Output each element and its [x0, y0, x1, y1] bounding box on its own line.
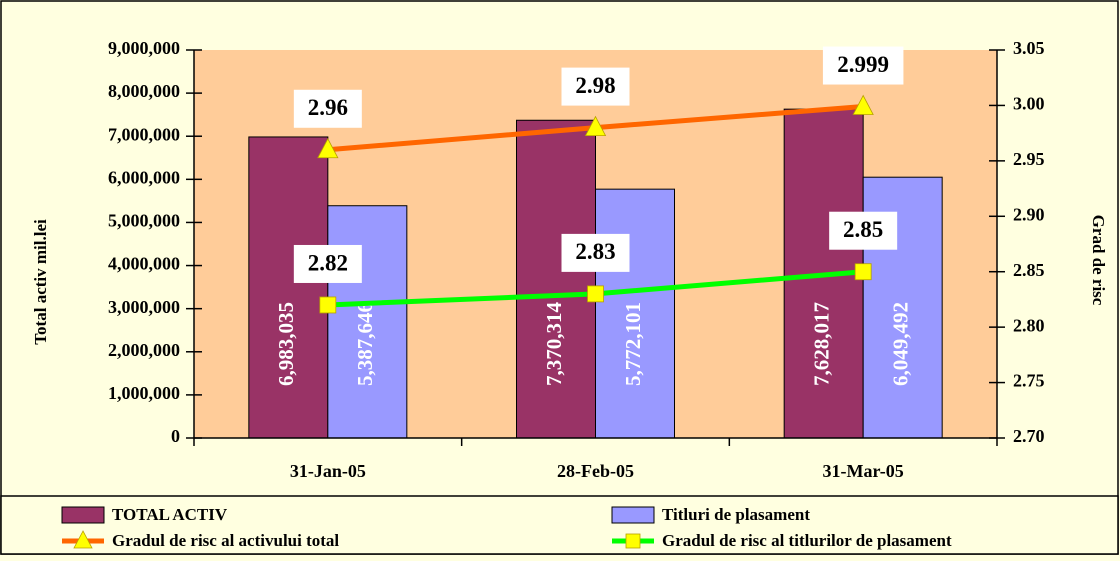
y-tick-label-left: 9,000,000: [108, 38, 180, 58]
triangle-marker: [317, 137, 339, 159]
y-tick-label-left: 8,000,000: [108, 81, 180, 101]
square-marker: [854, 263, 872, 281]
y-tick-label-right: 2.75: [1013, 371, 1045, 391]
triangle-marker: [852, 94, 874, 115]
x-tick-label: 31-Mar-05: [823, 461, 904, 481]
y-tick-label-left: 7,000,000: [108, 124, 180, 144]
legend-swatch: [61, 506, 105, 524]
bar-value-label: 5,387,646: [353, 302, 377, 386]
bar-value-label: 7,628,017: [809, 302, 833, 386]
data-label-box: [822, 46, 904, 85]
bar-value-label: 7,370,314: [542, 302, 566, 387]
data-label: 2.83: [575, 239, 615, 264]
legend-label: Gradul de risc al activului total: [112, 531, 339, 550]
bar-value-label: 5,772,101: [621, 302, 645, 386]
y-tick-label-left: 5,000,000: [108, 211, 180, 231]
data-label-box: [561, 233, 630, 272]
legend: [0, 495, 1119, 555]
y-tick-label-left: 0: [171, 426, 180, 446]
bar-total-activ-2: [516, 119, 596, 439]
y-axis-title-left: Total activ mil.lei: [31, 219, 50, 345]
legend-label: TOTAL ACTIV: [112, 505, 228, 524]
legend-marker: [73, 530, 93, 549]
data-label: 2.82: [308, 250, 348, 275]
square-marker: [587, 285, 604, 303]
data-label: 2.98: [575, 73, 615, 98]
x-tick-label: 31-Jan-05: [290, 461, 366, 481]
data-label: 2.999: [837, 52, 889, 77]
y-tick-label-right: 2.90: [1013, 204, 1045, 224]
y-axis-title-right: Grad de risc: [1089, 215, 1108, 306]
bar-titluri-de-plasament-2: [595, 188, 675, 439]
data-label-box: [829, 211, 898, 250]
legend-label: Gradul de risc al titlurilor de plasamen…: [662, 531, 952, 550]
y-tick-label-right: 2.70: [1013, 426, 1045, 446]
data-label: 2.85: [843, 217, 883, 242]
legend-marker: [625, 533, 641, 549]
legend-swatch: [611, 506, 655, 524]
y-tick-label-right: 2.95: [1013, 149, 1045, 169]
data-label-box: [561, 67, 630, 106]
square-marker: [319, 296, 337, 314]
bar-value-label: 6,049,492: [888, 302, 912, 386]
triangle-marker: [584, 115, 607, 137]
y-tick-label-right: 2.85: [1013, 260, 1045, 280]
data-label: 2.96: [308, 95, 348, 120]
legend-label: Titluri de plasament: [662, 505, 810, 524]
y-tick-label-right: 2.80: [1013, 315, 1045, 335]
y-tick-label-left: 3,000,000: [108, 297, 180, 317]
y-tick-label-left: 4,000,000: [108, 254, 180, 274]
bar-titluri-de-plasament-1: [327, 205, 408, 439]
y-tick-label-left: 2,000,000: [108, 340, 180, 360]
data-label-box: [293, 244, 362, 283]
bar-total-activ-1: [248, 136, 329, 439]
bar-value-label: 6,983,035: [274, 302, 298, 386]
y-tick-label-left: 1,000,000: [108, 383, 180, 403]
y-tick-label-right: 3.05: [1013, 38, 1045, 58]
data-label-box: [293, 89, 362, 128]
y-tick-label-left: 6,000,000: [108, 167, 180, 187]
y-tick-label-right: 3.00: [1013, 94, 1045, 114]
x-tick-label: 28-Feb-05: [557, 461, 634, 481]
